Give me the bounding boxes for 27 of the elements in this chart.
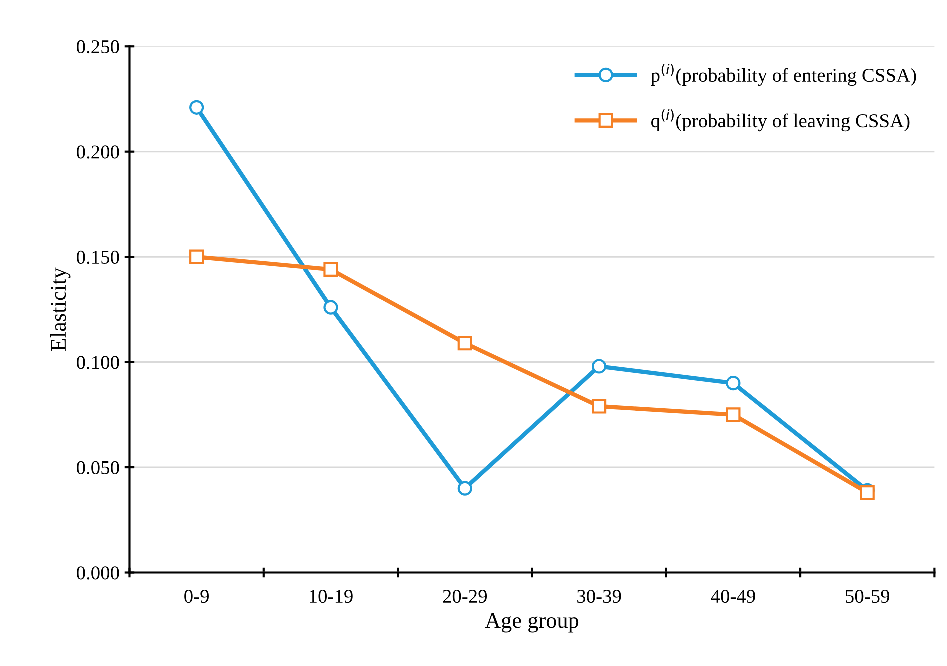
point	[458, 481, 472, 496]
y-axis-title: Elasticity	[50, 268, 71, 352]
x-tick-label: 50-59	[846, 590, 890, 604]
x-tick-label: 30-39	[578, 590, 622, 604]
y-tick-label: 0.200	[77, 146, 120, 159]
point	[592, 399, 607, 414]
point	[726, 408, 741, 422]
legend-label: q$^{(i)}$(probability of leaving CSSA)	[652, 110, 910, 132]
x-tick-label: 20-29	[443, 590, 488, 604]
point	[324, 262, 338, 277]
point	[458, 336, 472, 351]
point	[860, 485, 875, 500]
point	[726, 376, 741, 391]
legend-label: p$^{(i)}$(probability of entering CSSA)	[651, 64, 916, 86]
y-tick-label: 0.100	[77, 356, 120, 370]
x-axis-title: Age group	[485, 613, 579, 633]
point	[592, 359, 607, 374]
point	[324, 300, 338, 315]
x-tick-label: 40-49	[711, 590, 756, 604]
y-tick-label: 0.250	[77, 40, 120, 54]
y-tick-label: 0.150	[77, 250, 120, 264]
point	[190, 100, 204, 115]
y-tick-label: 0.050	[77, 461, 120, 475]
x-tick-label: 0-9	[184, 590, 209, 604]
y-tick-label: 0.000	[77, 566, 120, 580]
point	[190, 250, 204, 264]
x-tick-label: 10-19	[310, 590, 353, 604]
